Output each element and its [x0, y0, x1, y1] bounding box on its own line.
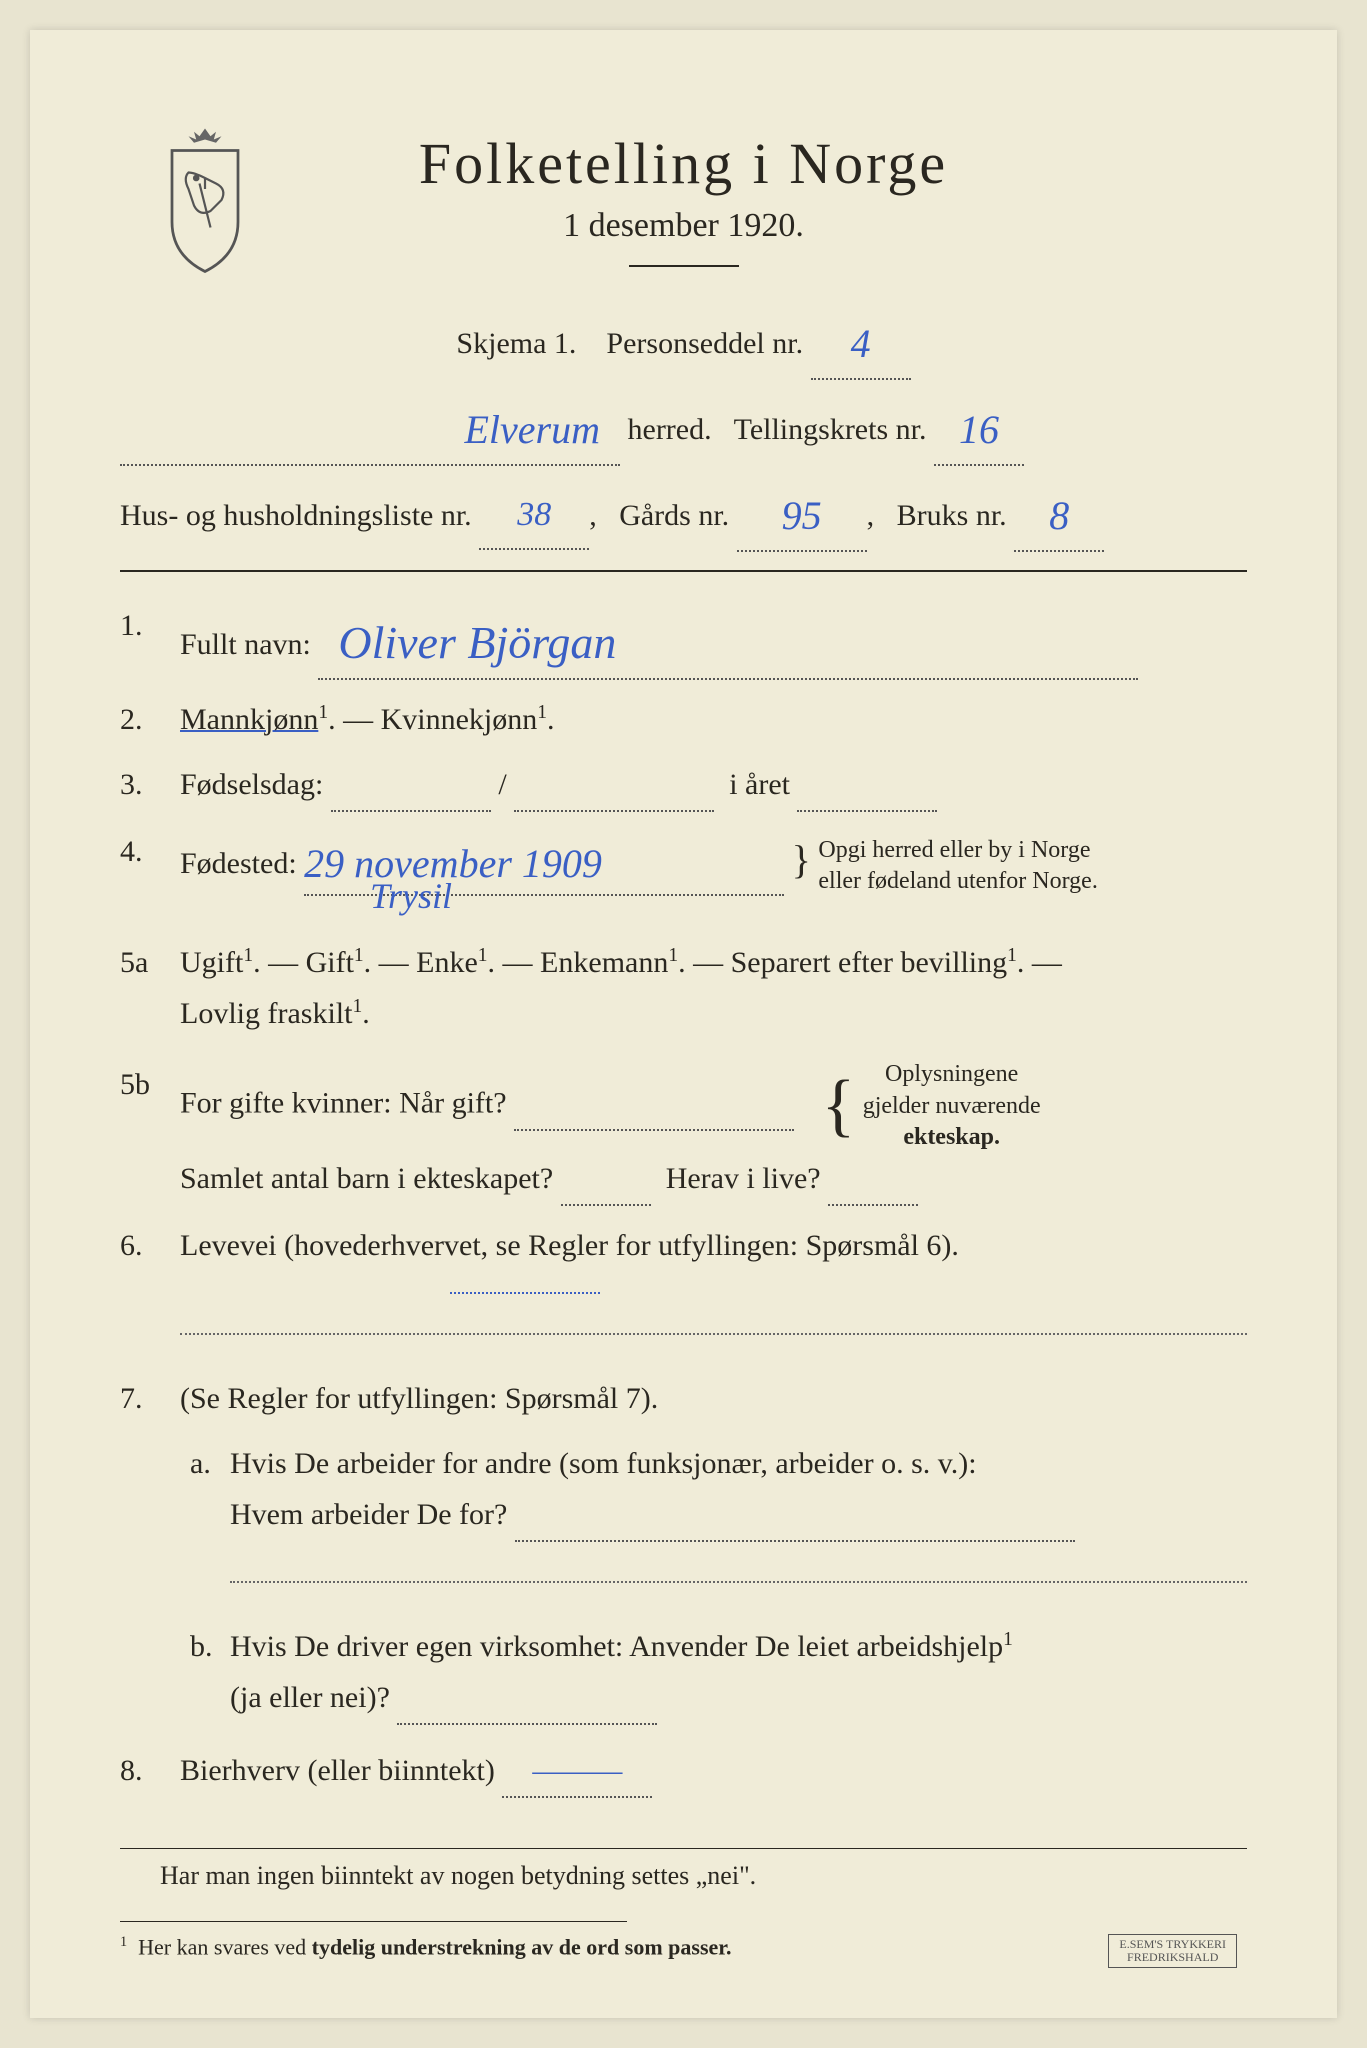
- q4-value-line2: Trysil: [370, 866, 452, 927]
- q1-number: 1.: [120, 600, 143, 651]
- q8-number: 8.: [120, 1745, 143, 1796]
- q5b-line2b: Herav i live?: [666, 1162, 821, 1195]
- section-divider: [120, 570, 1247, 572]
- q4-note: Opgi herred eller by i Norge eller fødel…: [818, 835, 1097, 897]
- q6-label: Levevei (hovederhvervet, se Regler for u…: [180, 1229, 959, 1262]
- q3-label: Fødselsdag:: [180, 768, 323, 801]
- q5a-gift: Gift: [306, 946, 354, 979]
- q8-dash: ———: [532, 1754, 622, 1787]
- q7a-letter: a.: [190, 1438, 211, 1489]
- personseddel-label: Personseddel nr.: [606, 327, 803, 360]
- question-5a: 5a Ugift1. — Gift1. — Enke1. — Enkemann1…: [120, 937, 1247, 1039]
- q7a-fill-line: [230, 1580, 1247, 1583]
- form-title: Folketelling i Norge: [120, 130, 1247, 197]
- q2-sep: —: [343, 703, 381, 736]
- q7b-letter: b.: [190, 1621, 213, 1672]
- q5b-note: Oplysningene gjelder nuværende ekteskap.: [863, 1059, 1041, 1153]
- form-header: Folketelling i Norge 1 desember 1920.: [120, 130, 1247, 267]
- q1-label: Fullt navn:: [180, 628, 311, 661]
- title-divider: [629, 265, 739, 267]
- q7a-text2: Hvem arbeider De for?: [230, 1498, 507, 1531]
- meta-line-3: Hus- og husholdningsliste nr. 38, Gårds …: [120, 474, 1247, 552]
- tellingskrets-label: Tellingskrets nr.: [734, 413, 927, 446]
- q1-value: Oliver Björgan: [338, 617, 616, 668]
- q5b-line2a: Samlet antal barn i ekteskapet?: [180, 1162, 553, 1195]
- bruks-label: Bruks nr.: [897, 499, 1007, 532]
- q7a-text1: Hvis De arbeider for andre (som funksjon…: [230, 1447, 977, 1480]
- q8-label: Bierhverv (eller biinntekt): [180, 1754, 495, 1787]
- gards-label: Gårds nr.: [619, 499, 729, 532]
- q5a-ugift: Ugift: [180, 946, 243, 979]
- q2-female: Kvinnekjønn: [381, 703, 538, 736]
- question-6: 6. Levevei (hovederhvervet, se Regler fo…: [120, 1220, 1247, 1271]
- question-7: 7. (Se Regler for utfyllingen: Spørsmål …: [120, 1373, 1247, 1424]
- q7b-text2: (ja eller nei)?: [230, 1681, 390, 1714]
- q6-fill-line-1: [450, 1291, 600, 1294]
- q5a-number: 5a: [120, 937, 148, 988]
- footnote-divider-2: [120, 1921, 627, 1922]
- question-5b: 5b For gifte kvinner: Når gift? { Oplysn…: [120, 1059, 1247, 1206]
- question-4: 4. Fødested: 29 november 1909 } Opgi her…: [120, 826, 1247, 897]
- skjema-label: Skjema 1.: [456, 327, 576, 360]
- norway-coat-of-arms-icon: [150, 120, 260, 280]
- q4-value: 29 november 1909: [304, 841, 602, 886]
- question-2: 2. Mannkjønn1. — Kvinnekjønn1.: [120, 694, 1247, 745]
- q5a-separert: Separert efter bevilling: [731, 946, 1008, 979]
- herred-value: Elverum: [464, 407, 600, 452]
- bruks-value: 8: [1049, 493, 1069, 538]
- q5a-enke: Enke: [416, 946, 478, 979]
- printer-stamp: E.SEM'S TRYKKERI FREDRIKSHALD: [1108, 1934, 1237, 1968]
- census-form-page: Folketelling i Norge 1 desember 1920. Sk…: [30, 30, 1337, 2018]
- q3-year-label: i året: [729, 768, 790, 801]
- q4-label: Fødested:: [180, 847, 297, 880]
- question-7b: b. Hvis De driver egen virksomhet: Anven…: [120, 1621, 1247, 1725]
- gards-value: 95: [782, 493, 822, 538]
- husliste-label: Hus- og husholdningsliste nr.: [120, 499, 472, 532]
- meta-line-1: Skjema 1. Personseddel nr. 4: [120, 302, 1247, 380]
- footer-note: Har man ingen biinntekt av nogen betydni…: [160, 1861, 1247, 1891]
- question-8: 8. Bierhverv (eller biinntekt) ———: [120, 1745, 1247, 1798]
- q4-number: 4.: [120, 826, 143, 877]
- question-3: 3. Fødselsdag: / i året: [120, 759, 1247, 812]
- meta-line-2: Elverum herred. Tellingskrets nr. 16: [120, 388, 1247, 466]
- tellingskrets-value: 16: [959, 407, 999, 452]
- question-7a: a. Hvis De arbeider for andre (som funks…: [120, 1438, 1247, 1542]
- q6-number: 6.: [120, 1220, 143, 1271]
- q5a-fraskilt: Lovlig fraskilt: [180, 997, 352, 1030]
- question-1: 1. Fullt navn: Oliver Björgan: [120, 600, 1247, 680]
- q2-male: Mannkjønn: [180, 703, 318, 736]
- personseddel-value: 4: [851, 321, 871, 366]
- q6-fill-line-2: [180, 1332, 1247, 1335]
- footnote-divider-1: [120, 1848, 1247, 1849]
- q5a-enkemann: Enkemann: [540, 946, 668, 979]
- herred-label: herred.: [628, 413, 712, 446]
- q5b-line1: For gifte kvinner: Når gift?: [180, 1087, 507, 1120]
- q3-number: 3.: [120, 759, 143, 810]
- q3-slash: /: [498, 768, 506, 801]
- footnote-text: 1 Her kan svares ved tydelig understrekn…: [120, 1934, 1247, 1960]
- q2-number: 2.: [120, 694, 143, 745]
- q7-number: 7.: [120, 1373, 143, 1424]
- q7-label: (Se Regler for utfyllingen: Spørsmål 7).: [180, 1382, 658, 1415]
- q7b-text1: Hvis De driver egen virksomhet: Anvender…: [230, 1630, 1003, 1663]
- q5b-number: 5b: [120, 1059, 150, 1110]
- form-date: 1 desember 1920.: [120, 207, 1247, 245]
- husliste-value: 38: [517, 496, 551, 533]
